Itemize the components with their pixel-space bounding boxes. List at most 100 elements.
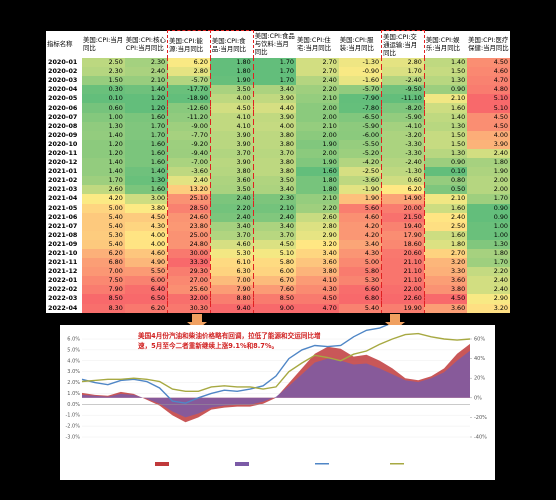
row-label: 2020-08 bbox=[46, 121, 82, 131]
cell: 3.00 bbox=[124, 194, 168, 204]
cell: 3.90 bbox=[253, 94, 296, 104]
cell: -1.30 bbox=[338, 58, 382, 68]
cell: 1.70 bbox=[124, 130, 168, 140]
y-tick-label: 1.0% bbox=[67, 391, 80, 397]
cell: 2.70 bbox=[295, 58, 339, 68]
cell: 2.70 bbox=[424, 248, 468, 259]
cell: 1.80 bbox=[467, 158, 510, 168]
cell: -0.90 bbox=[338, 67, 382, 77]
cell: -1.30 bbox=[381, 167, 425, 177]
y-tick-label: -3.0% bbox=[65, 435, 80, 441]
row-label: 2020-11 bbox=[46, 148, 82, 159]
cell: 3.50 bbox=[209, 185, 254, 195]
cell: -3.30 bbox=[381, 139, 425, 149]
row-label: 2020-04 bbox=[46, 85, 82, 95]
cell: 20.60 bbox=[381, 248, 425, 259]
cell: 1.90 bbox=[338, 194, 382, 204]
column-header: 美国:CPI:食品:当月同比 bbox=[209, 30, 254, 58]
cell: 4.40 bbox=[253, 103, 296, 113]
cell: 3.20 bbox=[295, 239, 339, 249]
cell: 5.30 bbox=[209, 248, 254, 259]
cell: -5.50 bbox=[338, 139, 382, 149]
cell: 3.80 bbox=[295, 267, 339, 277]
cell: 21.10 bbox=[381, 276, 425, 286]
row-label: 2021-07 bbox=[46, 221, 82, 231]
cell: 4.10 bbox=[209, 121, 254, 131]
y-tick-label: 4.0% bbox=[67, 358, 80, 364]
annotation-box: 美国4月份汽油和柴油价格略有回调，拉低了能源和交运同比增速，5月至今二者重新继续… bbox=[138, 332, 321, 350]
y2-tick-label: 40% bbox=[474, 356, 485, 362]
cell: 3.90 bbox=[209, 130, 254, 140]
cell: 5.10 bbox=[467, 94, 510, 104]
cell: 2.10 bbox=[295, 94, 339, 104]
cell: 4.50 bbox=[467, 112, 510, 122]
cell: -7.80 bbox=[338, 103, 382, 113]
y-tick-label: -1.0% bbox=[65, 413, 80, 419]
cell: 2.40 bbox=[209, 212, 254, 222]
row-label: 2021-03 bbox=[46, 185, 82, 195]
cell: 2.00 bbox=[295, 103, 339, 113]
cell: 2.60 bbox=[82, 185, 125, 195]
row-label: 2020-03 bbox=[46, 76, 82, 86]
cell: 1.40 bbox=[424, 58, 468, 68]
cell: 1.60 bbox=[124, 148, 168, 159]
cell: 5.40 bbox=[82, 221, 125, 231]
cell: -6.50 bbox=[338, 112, 382, 122]
cell: 1.60 bbox=[124, 185, 168, 195]
cell: 5.10 bbox=[467, 103, 510, 113]
cell: 2.00 bbox=[467, 185, 510, 195]
cell: 4.50 bbox=[209, 103, 254, 113]
cell: 1.70 bbox=[124, 121, 168, 131]
cell: 2.00 bbox=[295, 112, 339, 122]
cell: -11.10 bbox=[381, 94, 425, 104]
cell: 8.30 bbox=[82, 303, 125, 313]
row-label: 2022-01 bbox=[46, 276, 82, 286]
cell: 1.60 bbox=[424, 203, 468, 213]
cell: 3.50 bbox=[253, 176, 296, 186]
cell: 3.80 bbox=[124, 203, 168, 213]
cell: 1.60 bbox=[424, 103, 468, 113]
cell: 4.50 bbox=[124, 212, 168, 222]
cell: 1.50 bbox=[424, 67, 468, 77]
row-label: 2020-07 bbox=[46, 112, 82, 122]
cell: 19.40 bbox=[381, 221, 425, 231]
cell: 4.50 bbox=[467, 121, 510, 131]
cell: 21.10 bbox=[381, 258, 425, 268]
legend-swatch bbox=[390, 463, 404, 465]
column-header: 美国:CPI:住宅:当月同比 bbox=[295, 30, 339, 58]
cell: 1.40 bbox=[82, 130, 125, 140]
cell: 6.00 bbox=[124, 276, 168, 286]
cell: 4.50 bbox=[467, 58, 510, 68]
cell: -5.70 bbox=[338, 85, 382, 95]
column-header: 指标名称 bbox=[46, 30, 82, 58]
column-header: 美国:CPI:服装:当月同比 bbox=[338, 30, 382, 58]
cell: 0.50 bbox=[424, 185, 468, 195]
y-tick-label: 2.0% bbox=[67, 380, 80, 386]
cell: -3.60 bbox=[338, 176, 382, 186]
cell: 3.40 bbox=[253, 85, 296, 95]
row-label: 2020-12 bbox=[46, 158, 82, 168]
cell: 0.90 bbox=[467, 212, 510, 222]
cell: 2.40 bbox=[467, 285, 510, 295]
cell: 22.60 bbox=[381, 294, 425, 304]
cell: 3.90 bbox=[467, 139, 510, 149]
cell: -3.30 bbox=[381, 148, 425, 159]
cell: 3.60 bbox=[295, 258, 339, 268]
cell: 6.50 bbox=[124, 294, 168, 304]
cell: 1.50 bbox=[82, 76, 125, 86]
cell: 14.90 bbox=[381, 194, 425, 204]
cell: 4.70 bbox=[295, 303, 339, 313]
cell: 3.90 bbox=[209, 139, 254, 149]
row-label: 2020-01 bbox=[46, 58, 82, 68]
row-label: 2022-04 bbox=[46, 303, 82, 313]
cell: 1.20 bbox=[82, 139, 125, 149]
y-tick-label: 5.0% bbox=[67, 347, 80, 353]
cell: 1.80 bbox=[467, 248, 510, 259]
cell: 3.70 bbox=[209, 230, 254, 240]
cell: 1.20 bbox=[124, 94, 168, 104]
cell: 2.60 bbox=[295, 212, 339, 222]
cell: 9.00 bbox=[253, 303, 296, 313]
row-label: 2020-09 bbox=[46, 130, 82, 140]
cell: 0.90 bbox=[424, 85, 468, 95]
cell: 1.00 bbox=[467, 221, 510, 231]
